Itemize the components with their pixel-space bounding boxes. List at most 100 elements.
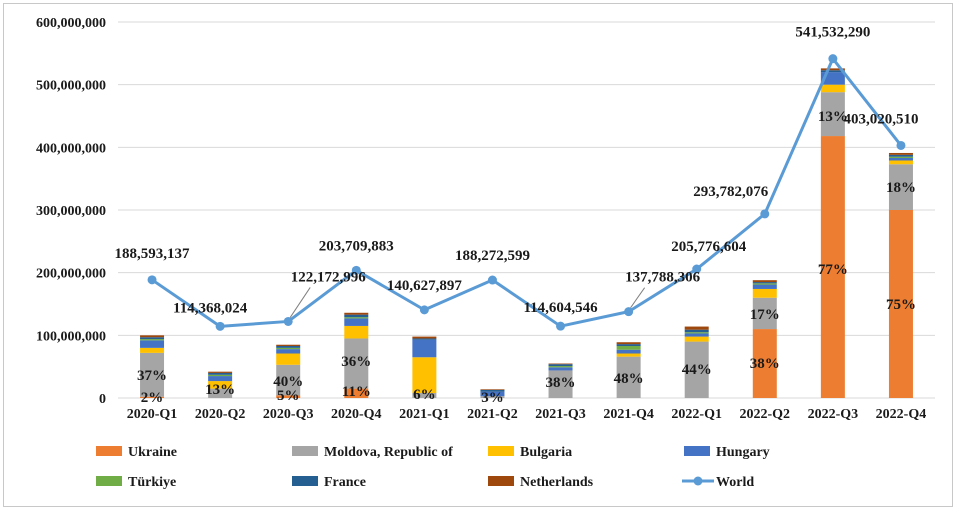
world-value-label: 293,782,076 xyxy=(693,184,769,200)
bar-segment-hungary xyxy=(616,349,641,354)
bar-segment-bulgaria xyxy=(412,357,437,393)
percent-label: 13% xyxy=(205,382,235,398)
bar-segment-france xyxy=(480,389,505,392)
legend-swatch-netherlands xyxy=(488,476,514,486)
x-tick-label: 2021-Q4 xyxy=(603,407,654,422)
bar-segment-hungary xyxy=(412,339,437,358)
percent-label: 11% xyxy=(342,384,371,400)
legend-label: Ukraine xyxy=(128,445,177,460)
legend-swatch-bulgaria xyxy=(488,446,514,456)
bar-segment-moldova-republic-of xyxy=(820,92,845,137)
world-value-label: 188,593,137 xyxy=(115,246,191,262)
bar-segment-moldova-republic-of xyxy=(208,388,233,398)
y-tick-label: 200,000,000 xyxy=(36,267,106,282)
bar-segment-france xyxy=(276,345,301,348)
bar-segment-france xyxy=(888,154,913,157)
bar-segment-netherlands xyxy=(344,312,369,315)
bar-segment-moldova-republic-of xyxy=(616,356,641,398)
legend-label: Netherlands xyxy=(520,475,594,490)
bar-segment-t-rkiye xyxy=(344,317,369,319)
world-value-label: 403,020,510 xyxy=(843,111,918,127)
bar-segment-netherlands xyxy=(412,336,437,339)
percent-label: 36% xyxy=(341,354,371,370)
bar-segment-t-rkiye xyxy=(616,345,641,350)
bar-segment-ukraine xyxy=(140,396,165,398)
y-tick-label: 0 xyxy=(99,392,106,407)
bar-segment-moldova-republic-of xyxy=(344,338,369,389)
legend-label: France xyxy=(324,475,366,490)
x-tick-label: 2020-Q1 xyxy=(127,407,178,422)
legend-label: Moldova, Republic of xyxy=(324,445,453,460)
bar-segment-hungary xyxy=(548,367,573,371)
x-tick-label: 2022-Q2 xyxy=(740,407,791,422)
bar-segment-netherlands xyxy=(752,280,777,283)
bar-segment-netherlands xyxy=(888,152,913,155)
x-tick-label: 2020-Q4 xyxy=(331,407,382,422)
bar-segment-moldova-republic-of xyxy=(752,297,777,330)
percent-label: 2% xyxy=(141,390,164,406)
bar-segment-ukraine xyxy=(344,388,369,398)
percent-label: 13% xyxy=(818,109,848,125)
bar-segment-netherlands xyxy=(208,371,233,373)
bar-segment-netherlands xyxy=(616,342,641,345)
legend-swatch-t-rkiye xyxy=(96,476,122,486)
world-point xyxy=(487,275,497,285)
y-tick-label: 300,000,000 xyxy=(36,204,106,219)
bar-segment-netherlands xyxy=(684,326,709,330)
x-tick-label: 2020-Q3 xyxy=(263,407,314,422)
bar-segment-hungary xyxy=(480,391,505,397)
legend-swatch-france xyxy=(292,476,318,486)
x-tick-label: 2021-Q2 xyxy=(467,407,518,422)
bar-segment-hungary xyxy=(140,340,165,348)
world-value-label: 114,368,024 xyxy=(173,300,248,316)
percent-label: 37% xyxy=(137,368,167,384)
bar-segment-bulgaria xyxy=(208,381,233,389)
legend-label: Türkiye xyxy=(128,475,176,490)
bar-segment-t-rkiye xyxy=(888,156,913,158)
bar-segment-ukraine xyxy=(276,395,301,398)
legend-label: World xyxy=(716,475,754,490)
chart-frame xyxy=(3,3,953,507)
percent-label: 3% xyxy=(481,390,504,406)
percent-label: 48% xyxy=(614,371,644,387)
bar-segment-moldova-republic-of xyxy=(548,370,573,398)
bar-segment-france xyxy=(684,329,709,333)
bar-segment-bulgaria xyxy=(752,288,777,298)
bar-segment-moldova-republic-of xyxy=(684,341,709,398)
world-point xyxy=(351,265,361,275)
world-line xyxy=(151,57,903,328)
bar-segment-hungary xyxy=(208,376,233,382)
legend-label: Hungary xyxy=(716,445,770,460)
world-point xyxy=(147,275,157,285)
bar-segment-netherlands xyxy=(480,389,505,390)
bar-segment-t-rkiye xyxy=(140,339,165,341)
percent-label: 77% xyxy=(818,262,848,278)
bar-segment-moldova-republic-of xyxy=(140,352,165,397)
bar-segment-netherlands xyxy=(276,344,301,346)
world-value-label: 203,709,883 xyxy=(319,238,394,254)
world-point xyxy=(215,321,225,331)
y-tick-label: 400,000,000 xyxy=(36,141,106,156)
bar-segment-ukraine xyxy=(820,136,845,398)
bar-segment-france xyxy=(208,372,233,375)
bar-segment-bulgaria xyxy=(276,353,301,365)
x-tick-label: 2022-Q4 xyxy=(876,407,927,422)
bar-segment-france xyxy=(344,314,369,318)
y-tick-label: 500,000,000 xyxy=(36,79,106,94)
world-value-label: 114,604,546 xyxy=(523,300,598,316)
bar-segment-hungary xyxy=(276,349,301,354)
y-tick-label: 100,000,000 xyxy=(36,329,106,344)
bar-segment-hungary xyxy=(752,284,777,289)
legend-swatch-ukraine xyxy=(96,446,122,456)
world-point xyxy=(828,54,838,64)
bar-segment-t-rkiye xyxy=(684,332,709,334)
bar-segment-t-rkiye xyxy=(752,283,777,285)
legend-marker-world xyxy=(693,476,703,486)
bar-segment-france xyxy=(140,337,165,340)
bar-segment-france xyxy=(820,70,845,73)
legend-label: Bulgaria xyxy=(520,445,572,460)
world-point xyxy=(760,209,770,219)
leader-line xyxy=(289,287,311,318)
percent-label: 38% xyxy=(750,356,780,372)
